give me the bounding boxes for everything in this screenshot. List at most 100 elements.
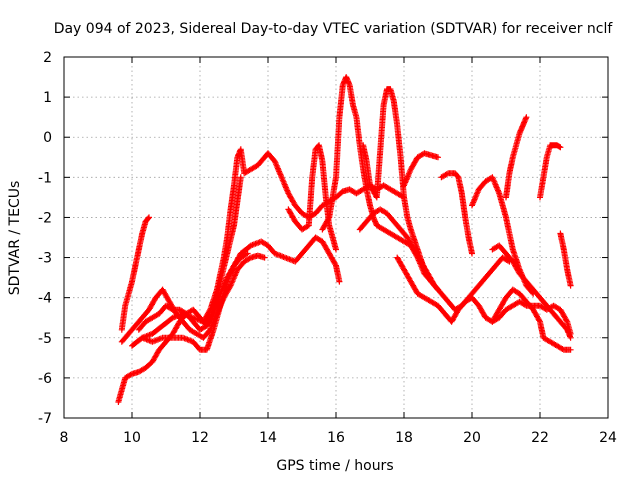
data-point (498, 308, 501, 311)
x-tick-label: 14 (259, 430, 277, 446)
data-point (318, 144, 320, 147)
data-point (369, 204, 371, 207)
y-tick-label: -6 (38, 371, 52, 387)
data-point (236, 156, 239, 159)
data-point (338, 280, 341, 283)
data-point (471, 252, 473, 255)
data-point (420, 260, 422, 263)
data-point (195, 332, 198, 335)
data-point (362, 168, 365, 171)
data-point (471, 204, 473, 207)
data-point (498, 244, 501, 247)
data-point (134, 324, 137, 327)
data-point (477, 188, 480, 191)
data-point (539, 320, 541, 323)
data-point (161, 336, 164, 339)
y-tick-label: 1 (43, 90, 52, 106)
data-point (552, 304, 555, 307)
data-point (151, 340, 154, 343)
data-point (386, 88, 388, 90)
data-point (369, 184, 371, 187)
y-tick-label: 2 (43, 50, 52, 66)
data-point (301, 212, 303, 215)
series-markers (503, 114, 530, 201)
data-point (338, 116, 341, 119)
data-point (212, 312, 215, 315)
data-point (569, 336, 572, 339)
data-point (335, 248, 337, 251)
data-point (559, 146, 562, 149)
data-point (532, 288, 535, 291)
data-point (518, 272, 521, 275)
data-point (171, 336, 174, 339)
data-point (226, 252, 229, 255)
data-point (552, 312, 555, 315)
data-point (406, 236, 409, 239)
data-point (161, 324, 164, 327)
data-point (484, 316, 487, 319)
series-track-17 (489, 242, 574, 341)
data-point (137, 370, 140, 373)
data-point (148, 216, 150, 219)
data-point (566, 268, 569, 271)
data-point (396, 192, 399, 195)
data-point (294, 260, 297, 263)
data-point (454, 172, 456, 175)
series-markers (118, 252, 268, 345)
data-point (508, 172, 511, 175)
data-point (192, 308, 195, 311)
data-point (294, 220, 297, 223)
data-point (328, 224, 331, 227)
data-point (188, 328, 191, 331)
data-point (511, 248, 514, 251)
data-point (348, 84, 351, 86)
data-point (375, 224, 378, 227)
x-tick-label: 22 (531, 430, 549, 446)
data-point (219, 280, 222, 283)
data-point (239, 176, 242, 179)
series-track-16 (537, 142, 564, 201)
data-point (450, 320, 453, 323)
x-axis-label: GPS time / hours (276, 458, 393, 474)
series-markers (557, 230, 574, 289)
data-point (250, 168, 252, 171)
data-point (423, 152, 426, 155)
data-point (365, 160, 368, 163)
x-tick-label: 18 (395, 430, 413, 446)
x-tick-label: 24 (599, 430, 617, 446)
data-point (386, 212, 388, 215)
data-point (348, 188, 351, 191)
data-point (321, 204, 324, 207)
data-point (263, 256, 266, 259)
data-point (437, 304, 439, 307)
chart-title: Day 094 of 2023, Sidereal Day-to-day VTE… (54, 21, 614, 37)
data-point (335, 176, 337, 179)
data-point (294, 204, 297, 207)
series-track-11 (356, 206, 513, 313)
data-point (365, 220, 368, 223)
data-point (307, 224, 310, 227)
series-track-18 (489, 286, 574, 353)
data-point (396, 124, 399, 127)
data-point (467, 236, 470, 239)
x-tick-label: 12 (191, 430, 209, 446)
data-point (382, 184, 385, 187)
data-point (192, 340, 195, 343)
data-point (151, 360, 154, 363)
data-point (375, 196, 378, 199)
data-series (115, 74, 574, 405)
data-point (552, 144, 555, 147)
data-point (280, 176, 283, 179)
data-point (447, 300, 450, 303)
data-point (287, 192, 290, 195)
data-point (256, 254, 259, 257)
data-point (392, 220, 395, 223)
data-point (491, 248, 494, 251)
data-point (209, 308, 212, 311)
data-point (246, 252, 249, 255)
data-point (236, 268, 239, 271)
data-point (273, 252, 276, 255)
plot-frame (63, 56, 609, 419)
data-point (501, 256, 504, 259)
data-point (273, 160, 276, 163)
